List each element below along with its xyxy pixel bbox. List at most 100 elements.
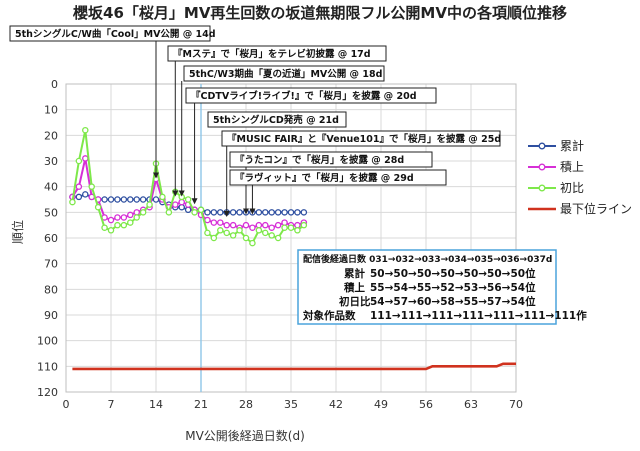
data-point [262, 229, 269, 237]
info-row-label: 積上 [343, 281, 365, 294]
x-tick-label: 0 [63, 398, 70, 411]
data-point [178, 198, 185, 206]
annotation: 『ラヴィット』で「桜月」を披露 @ 29d [229, 169, 447, 215]
data-point [262, 221, 269, 229]
data-point [217, 219, 224, 226]
data-point [229, 221, 237, 229]
data-point [184, 196, 192, 203]
data-point [229, 209, 237, 216]
info-row-values: 55→54→55→52→53→56→54位 [370, 281, 536, 294]
info-row-label: 累計 [344, 267, 365, 280]
data-point [204, 216, 211, 224]
info-row-label: 初日比 [339, 295, 371, 308]
annotation-arrowhead [249, 208, 256, 215]
data-point [152, 196, 160, 203]
info-box [297, 249, 557, 325]
data-point [210, 234, 218, 242]
data-point [75, 193, 83, 201]
annotation-box [183, 65, 385, 82]
annotation-text: 『MUSIC FAIR』と『Venue101』で「桜月」を披露 @ 25d [227, 133, 501, 145]
data-point [184, 206, 192, 214]
data-point [262, 209, 269, 216]
y-axis-label: 順位 [10, 220, 25, 244]
plot-area-border [65, 83, 517, 393]
data-point [114, 221, 121, 229]
data-point [101, 196, 108, 203]
data-point [94, 203, 102, 211]
data-point [127, 211, 134, 219]
legend-label: 初比 [560, 181, 584, 195]
x-tick-label: 21 [194, 398, 208, 411]
legend-item: 累計 [528, 138, 584, 153]
data-point [101, 224, 108, 231]
data-point [274, 234, 282, 242]
legend-item: 初比 [528, 181, 584, 195]
data-point [82, 155, 89, 162]
annotation-arrowhead [172, 190, 179, 197]
y-tick-label: 100 [37, 335, 58, 348]
data-point [268, 232, 275, 239]
data-point [217, 227, 224, 234]
annotation: 5thC/W3期曲「夏の近道」MV公開 @ 18d [178, 65, 385, 197]
legend-label: 積上 [560, 159, 584, 174]
series-2 [69, 126, 308, 247]
y-tick-label: 0 [51, 78, 58, 91]
data-point [249, 239, 256, 247]
x-tick-label: 70 [509, 398, 523, 411]
info-row-label: 対象作品数 [302, 309, 356, 322]
legend-marker [538, 142, 546, 150]
data-point [255, 221, 263, 229]
data-point [120, 196, 128, 203]
legend-label: 累計 [560, 138, 584, 153]
info-row-values: 111→111→111→111→111→111→111作 [370, 309, 587, 322]
data-point [204, 229, 211, 237]
data-point [274, 209, 282, 216]
data-point [274, 221, 282, 229]
y-tick-label: 50 [44, 206, 58, 219]
data-point [294, 221, 301, 229]
data-point [223, 221, 230, 229]
annotation-text: 『CDTVライブ!ライブ!』で「桜月」を披露 @ 20d [191, 90, 417, 102]
y-tick-label: 20 [44, 129, 58, 142]
annotation-arrowhead [243, 208, 249, 215]
x-tick-label: 56 [419, 398, 433, 411]
data-point [120, 214, 128, 221]
y-tick-label: 110 [37, 360, 58, 373]
data-point [114, 196, 121, 203]
x-tick-label: 7 [108, 398, 115, 411]
legend-marker [538, 163, 546, 171]
annotation: 5thシングルCD発売 @ 21d [207, 111, 347, 128]
y-tick-label: 10 [44, 104, 58, 117]
data-point [229, 232, 237, 239]
data-point [242, 221, 250, 229]
x-axis-label: MV公開後経過日数(d) [185, 428, 305, 443]
data-point [75, 183, 83, 190]
annotation-arrowhead [223, 211, 230, 218]
info-box-header: 配信後経過日数 031→032→033→034→035→036→037d [303, 253, 552, 265]
annotation-text: 『ラヴィット』で「桜月」を披露 @ 29d [235, 172, 414, 184]
info-row-values: 54→57→60→58→55→57→54位 [370, 295, 536, 308]
data-point [82, 126, 89, 134]
data-point [294, 209, 301, 216]
data-point [268, 209, 275, 216]
x-tick-label: 49 [374, 398, 388, 411]
chart-title: 櫻坂46「桜月」MV再生回数の坂道無期限フル公開MV中の各項順位推移 [72, 4, 567, 22]
annotation-text: 5thC/W3期曲「夏の近道」MV公開 @ 18d [189, 68, 382, 80]
annotation-text: 『Mステ』で「桜月」をテレビ初披露 @ 17d [173, 48, 371, 60]
data-point [281, 209, 288, 216]
y-tick-label: 70 [44, 258, 58, 271]
annotation-box [229, 151, 433, 168]
data-point [69, 198, 76, 206]
data-point [191, 209, 198, 216]
data-point [255, 209, 263, 216]
data-point [204, 209, 211, 216]
data-point [197, 206, 205, 214]
data-point [268, 224, 275, 231]
y-tick-label: 40 [44, 181, 58, 194]
annotation-text: 5thシングルC/W曲「Cool」MV公開 @ 14d [15, 28, 216, 40]
x-tick-label: 14 [149, 398, 163, 411]
data-point [88, 183, 95, 190]
data-point [255, 227, 263, 234]
